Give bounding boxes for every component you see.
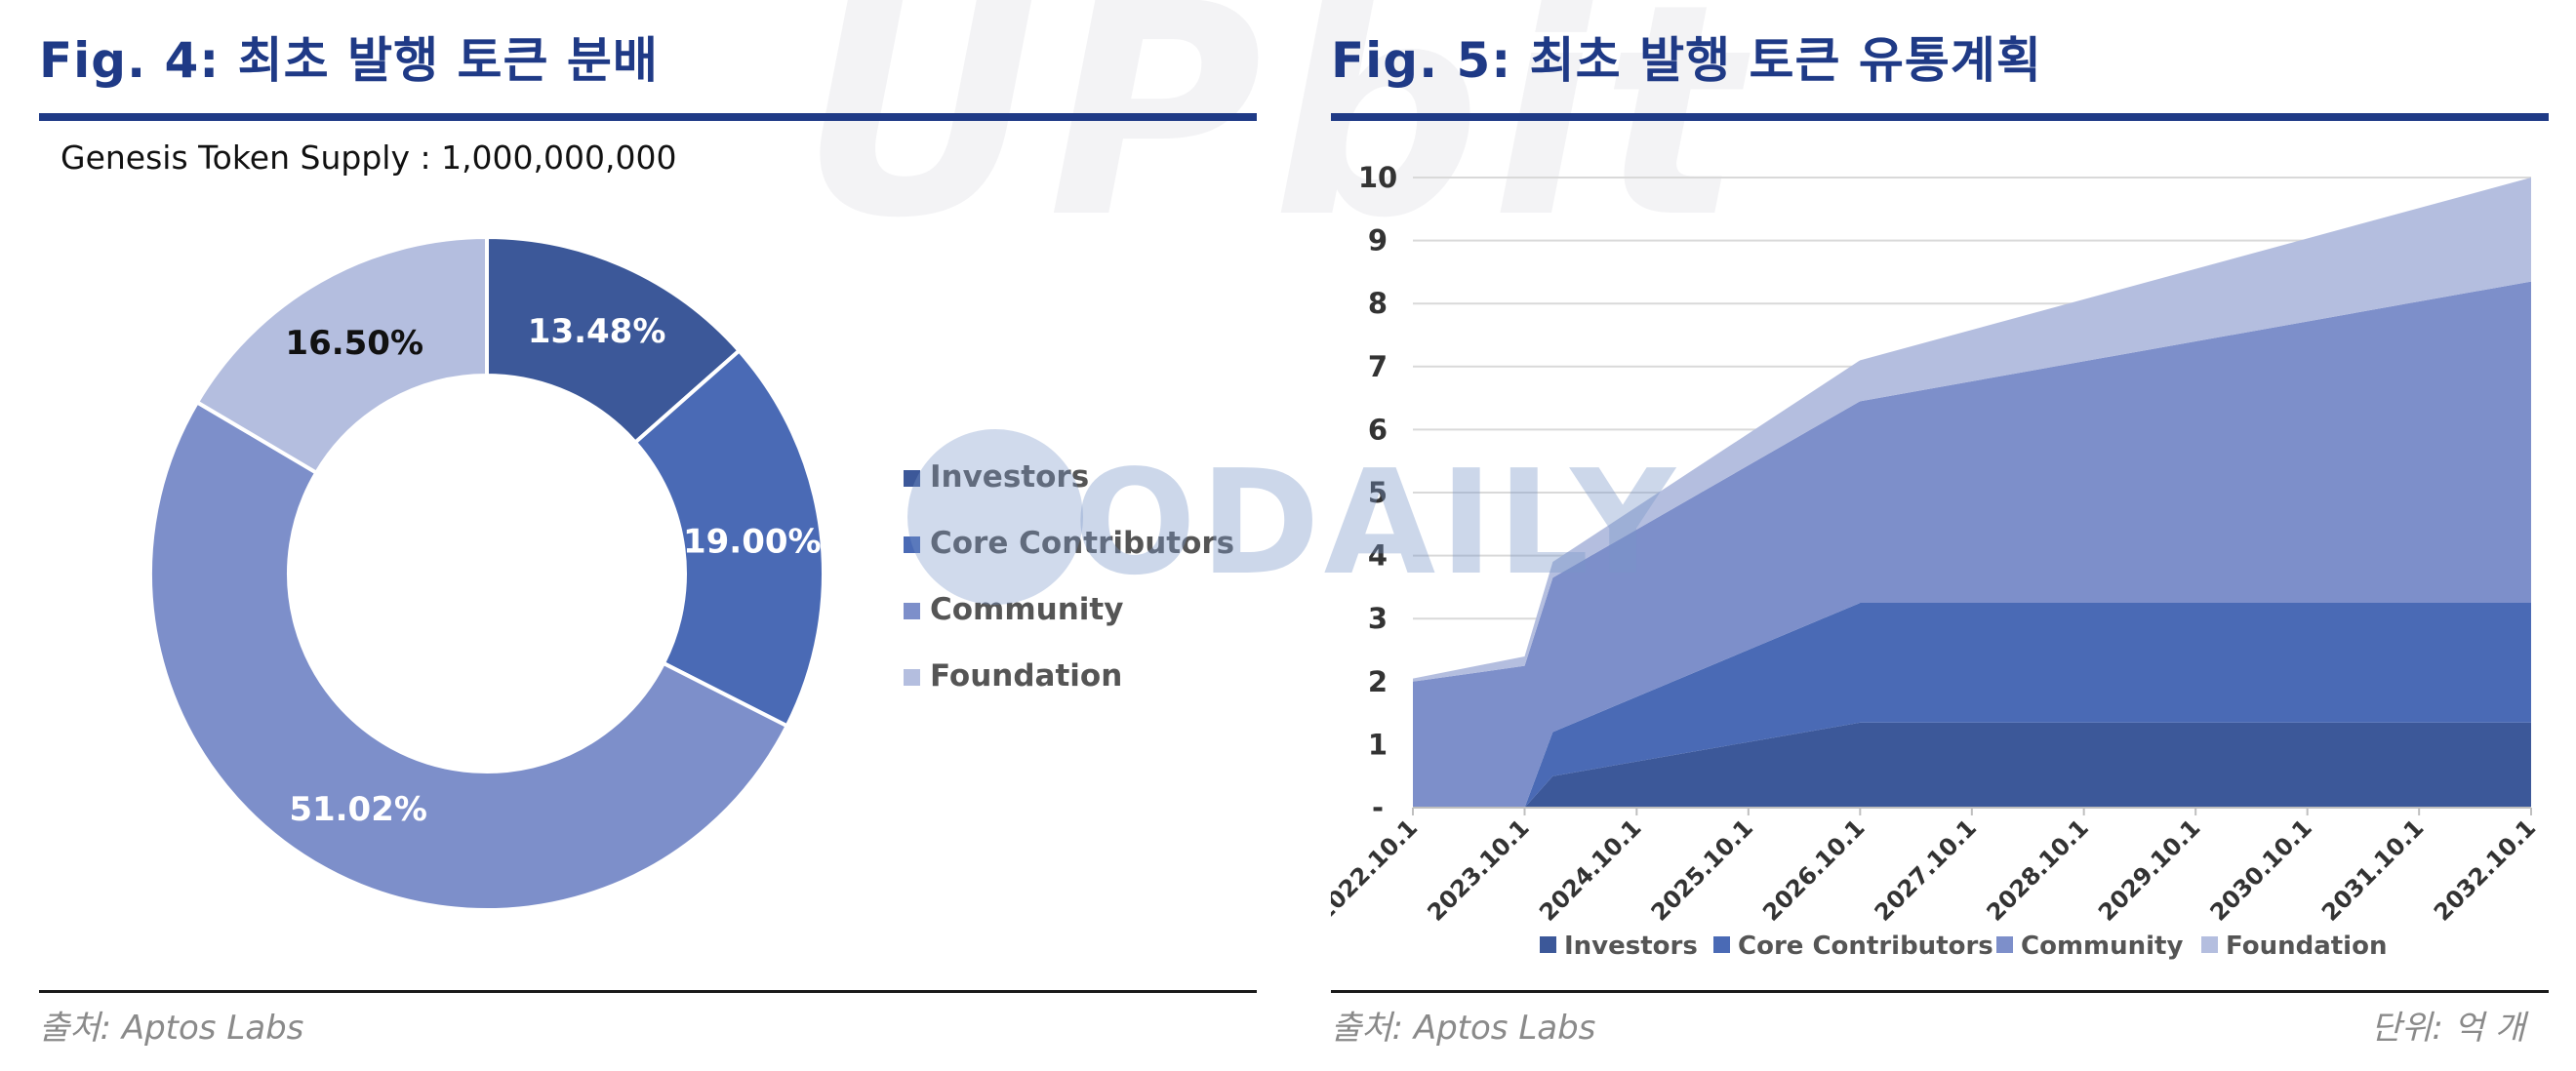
y-tick-label: 5 xyxy=(1368,476,1388,509)
y-tick-label: 10 xyxy=(1358,161,1397,194)
legend-swatch-foundation xyxy=(904,669,920,686)
x-tick-label: 2029.10.1 xyxy=(2093,813,2205,926)
donut-slice-core-contributors xyxy=(632,347,825,729)
donut-slice-foundation xyxy=(194,234,489,476)
x-tick-label: 2031.10.1 xyxy=(2316,813,2429,926)
y-tick-label: 4 xyxy=(1368,539,1388,573)
legend-swatch-foundation xyxy=(2201,936,2218,953)
fig5-source: 출처: Aptos Labs xyxy=(1331,1009,1596,1048)
genesis-supply-label: Genesis Token Supply : 1,000,000,000 xyxy=(60,139,677,177)
legend-swatch-investors xyxy=(1540,936,1556,953)
y-tick-label: 3 xyxy=(1368,602,1388,635)
legend-label-investors: Investors xyxy=(930,459,1089,495)
fig5-bottom-rule xyxy=(1331,990,2549,993)
y-tick-label: 8 xyxy=(1368,287,1388,320)
area-series-core-contributors xyxy=(1413,603,2531,808)
legend-label-core-contributors: Core Contributors xyxy=(1738,932,1993,961)
fig4-title: Fig. 4: 최초 발행 토큰 분배 xyxy=(39,32,659,89)
donut-chart: 13.48% 19.00% 51.02% 16.50% Investors Core Co… xyxy=(147,234,1234,912)
fig4-title-rule xyxy=(39,113,1257,121)
donut-label-core-contributors: 19.00% xyxy=(683,522,822,561)
donut-label-investors: 13.48% xyxy=(528,312,666,351)
area-series-community xyxy=(1413,281,2531,809)
donut-slice-community xyxy=(147,399,790,912)
area-series-investors xyxy=(1413,722,2531,808)
fig4-source: 출처: Aptos Labs xyxy=(39,1009,304,1048)
x-tick-label: 2025.10.1 xyxy=(1646,813,1758,926)
donut-label-foundation: 16.50% xyxy=(285,324,423,363)
fig5-title-rule xyxy=(1331,113,2549,121)
legend-label-foundation: Foundation xyxy=(930,658,1122,694)
x-tick-label: 2030.10.1 xyxy=(2205,813,2317,926)
x-tick-label: 2022.10.1 xyxy=(1331,813,1423,926)
legend-label-foundation: Foundation xyxy=(2226,932,2387,961)
y-tick-label: 9 xyxy=(1368,224,1388,258)
fig5-panel: Fig. 5: 최초 발행 토큰 유통계획 - 1 2 3 4 5 6 7 8 9 10 2022.1… xyxy=(1331,0,2549,1071)
x-tick-label: 2028.10.1 xyxy=(1982,813,2094,926)
legend-swatch-community xyxy=(904,603,920,619)
fig5-unit: 단위: 억 개 xyxy=(2370,1009,2525,1048)
legend-label-investors: Investors xyxy=(1564,932,1698,961)
x-tick-label: 2032.10.1 xyxy=(2429,813,2541,926)
legend-swatch-investors xyxy=(904,470,920,487)
y-tick-label: - xyxy=(1372,791,1384,824)
legend-swatch-core-contributors xyxy=(1713,936,1730,953)
fig4-panel: Fig. 4: 최초 발행 토큰 분배 Genesis Token Supply… xyxy=(39,0,1257,1071)
area-series-foundation xyxy=(1413,178,2531,682)
legend-label-community: Community xyxy=(2021,932,2183,961)
y-tick-label: 1 xyxy=(1368,728,1388,761)
y-tick-label: 2 xyxy=(1368,665,1388,698)
x-tick-label: 2026.10.1 xyxy=(1757,813,1870,926)
x-tick-label: 2023.10.1 xyxy=(1422,813,1534,926)
donut-label-community: 51.02% xyxy=(289,790,427,829)
x-tick-label: 2027.10.1 xyxy=(1870,813,1982,926)
legend-label-community: Community xyxy=(930,592,1123,627)
x-tick-label: 2024.10.1 xyxy=(1534,813,1646,926)
legend-swatch-community xyxy=(1996,936,2013,953)
y-tick-label: 6 xyxy=(1368,413,1388,446)
legend-label-core-contributors: Core Contributors xyxy=(930,526,1234,561)
fig5-title: Fig. 5: 최초 발행 토큰 유통계획 xyxy=(1331,32,2042,89)
y-tick-label: 7 xyxy=(1368,350,1388,383)
legend-swatch-core-contributors xyxy=(904,536,920,553)
fig4-bottom-rule xyxy=(39,990,1257,993)
